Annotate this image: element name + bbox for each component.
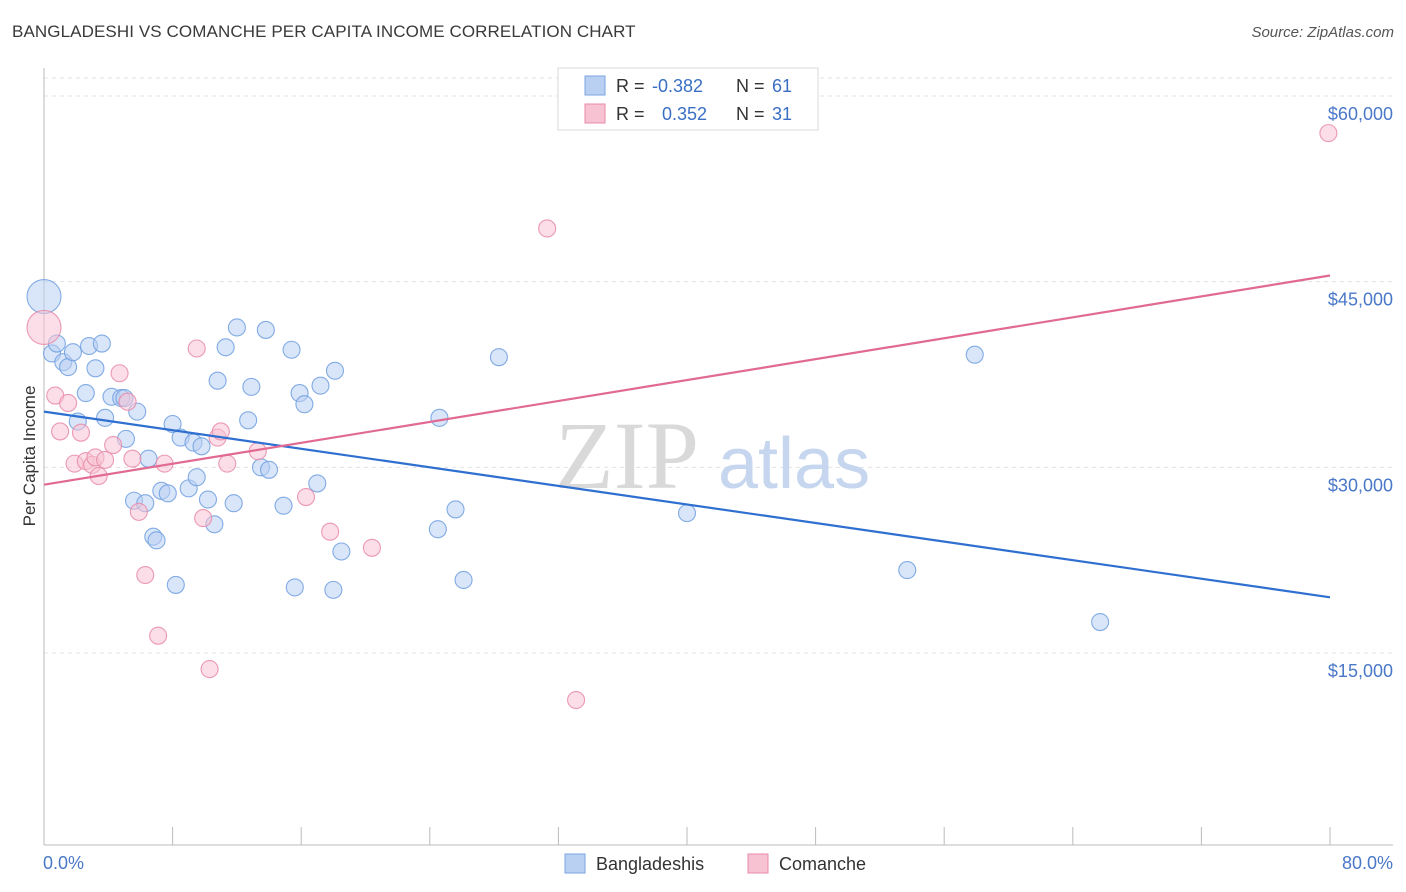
watermark-atlas: atlas — [718, 424, 870, 504]
legend-swatch-bangladeshis — [584, 75, 606, 96]
point-bangladeshis-38 — [242, 377, 261, 396]
trend-lines — [43, 274, 1331, 599]
point-comanche-16 — [136, 565, 155, 585]
point-comanche-21 — [200, 660, 219, 679]
point-bangladeshis-23 — [158, 484, 177, 503]
x-tick-label-max: 80.0% — [1342, 853, 1393, 873]
point-comanche-29 — [538, 219, 557, 238]
point-bangladeshis-41 — [259, 460, 279, 479]
point-bangladeshis-29 — [187, 468, 206, 487]
bottom-legend-label-bangladeshis: Bangladeshis — [596, 854, 704, 874]
trend-line-comanche — [43, 274, 1331, 486]
point-bangladeshis-42 — [274, 496, 293, 515]
y-tick-label-2: $45,000 — [1328, 290, 1393, 310]
point-comanche-13 — [118, 392, 137, 411]
point-bangladeshis-5 — [63, 343, 82, 362]
point-comanche-3 — [59, 393, 78, 413]
gridlines — [44, 77, 1393, 654]
point-comanche-27 — [321, 522, 340, 541]
point-bangladeshis-24 — [163, 414, 182, 434]
point-comanche-17 — [149, 626, 168, 645]
bottom-legend-label-comanche: Comanche — [779, 854, 866, 874]
point-bangladeshis-36 — [227, 318, 246, 337]
point-bangladeshis-48 — [311, 376, 330, 395]
point-bangladeshis-21 — [147, 531, 166, 550]
y-tick-labels: $15,000 $30,000 $45,000 $60,000 — [1328, 104, 1393, 681]
point-bangladeshis-7 — [76, 384, 95, 403]
bottom-legend-swatch-comanche — [747, 853, 769, 874]
trend-line-bangladeshis — [43, 410, 1331, 599]
point-comanche-31 — [1319, 124, 1338, 143]
point-bangladeshis-30 — [192, 437, 211, 456]
legend-r-label-2: R = — [616, 104, 645, 124]
watermark: ZIP atlas — [555, 402, 870, 509]
point-bangladeshis-31 — [198, 490, 218, 509]
point-comanche-14 — [123, 449, 142, 468]
watermark-zip: ZIP — [555, 402, 699, 509]
top-legend: R = -0.382 N = 61 R = 0.352 N = 31 — [557, 67, 819, 131]
x-tick-label-min: 0.0% — [43, 853, 84, 873]
point-bangladeshis-56 — [489, 348, 508, 367]
legend-swatch-comanche — [584, 103, 606, 124]
point-bangladeshis-57 — [677, 504, 697, 523]
data-points — [26, 124, 1338, 710]
point-bangladeshis-0 — [26, 278, 62, 315]
point-bangladeshis-35 — [224, 494, 243, 513]
legend-r-label-1: R = — [616, 76, 645, 96]
point-comanche-0 — [26, 309, 62, 346]
chart-source: Source: ZipAtlas.com — [1251, 24, 1394, 41]
point-comanche-28 — [362, 538, 381, 557]
point-comanche-2 — [51, 422, 70, 441]
point-comanche-19 — [187, 339, 206, 358]
point-bangladeshis-11 — [96, 408, 115, 427]
point-bangladeshis-33 — [208, 371, 227, 390]
point-comanche-12 — [110, 364, 129, 383]
point-bangladeshis-51 — [332, 542, 351, 561]
point-bangladeshis-50 — [325, 361, 345, 380]
axes — [43, 68, 1393, 846]
point-comanche-10 — [96, 450, 115, 469]
point-bangladeshis-43 — [282, 340, 301, 359]
point-bangladeshis-53 — [430, 408, 449, 427]
point-bangladeshis-49 — [324, 580, 343, 599]
point-bangladeshis-19 — [139, 449, 158, 468]
point-comanche-24 — [218, 454, 237, 473]
y-tick-label-1: $30,000 — [1328, 475, 1393, 495]
y-axis-label: Per Capita Income — [20, 386, 39, 527]
bottom-legend: Bangladeshis Comanche — [564, 853, 866, 874]
point-bangladeshis-60 — [1091, 613, 1110, 632]
point-bangladeshis-47 — [308, 474, 327, 493]
y-tick-label-3: $60,000 — [1328, 104, 1393, 124]
point-bangladeshis-40 — [256, 320, 275, 339]
point-comanche-11 — [104, 436, 123, 455]
point-bangladeshis-59 — [965, 345, 984, 364]
point-bangladeshis-58 — [898, 561, 917, 580]
point-bangladeshis-9 — [86, 359, 105, 378]
legend-r-value-1: -0.382 — [652, 76, 703, 96]
legend-r-value-2: 0.352 — [662, 104, 707, 124]
point-bangladeshis-34 — [216, 338, 235, 357]
point-bangladeshis-10 — [92, 334, 111, 353]
legend-n-label-2: N = — [736, 104, 765, 124]
point-bangladeshis-55 — [454, 570, 473, 590]
point-comanche-15 — [129, 502, 148, 521]
point-bangladeshis-37 — [239, 411, 258, 430]
point-bangladeshis-54 — [446, 500, 465, 519]
point-bangladeshis-52 — [428, 520, 447, 539]
point-comanche-30 — [567, 690, 586, 710]
legend-n-label-1: N = — [736, 76, 765, 96]
chart-title: BANGLADESHI VS COMANCHE PER CAPITA INCOM… — [12, 22, 636, 41]
point-bangladeshis-44 — [285, 578, 304, 597]
point-bangladeshis-25 — [166, 575, 185, 594]
legend-n-value-2: 31 — [772, 104, 792, 124]
bottom-legend-swatch-bangladeshis — [564, 853, 586, 874]
legend-n-value-1: 61 — [772, 76, 792, 96]
point-comanche-20 — [194, 509, 213, 528]
y-tick-label-0: $15,000 — [1328, 661, 1393, 681]
point-comanche-26 — [296, 487, 316, 507]
point-comanche-5 — [71, 423, 91, 442]
point-bangladeshis-46 — [295, 395, 314, 414]
